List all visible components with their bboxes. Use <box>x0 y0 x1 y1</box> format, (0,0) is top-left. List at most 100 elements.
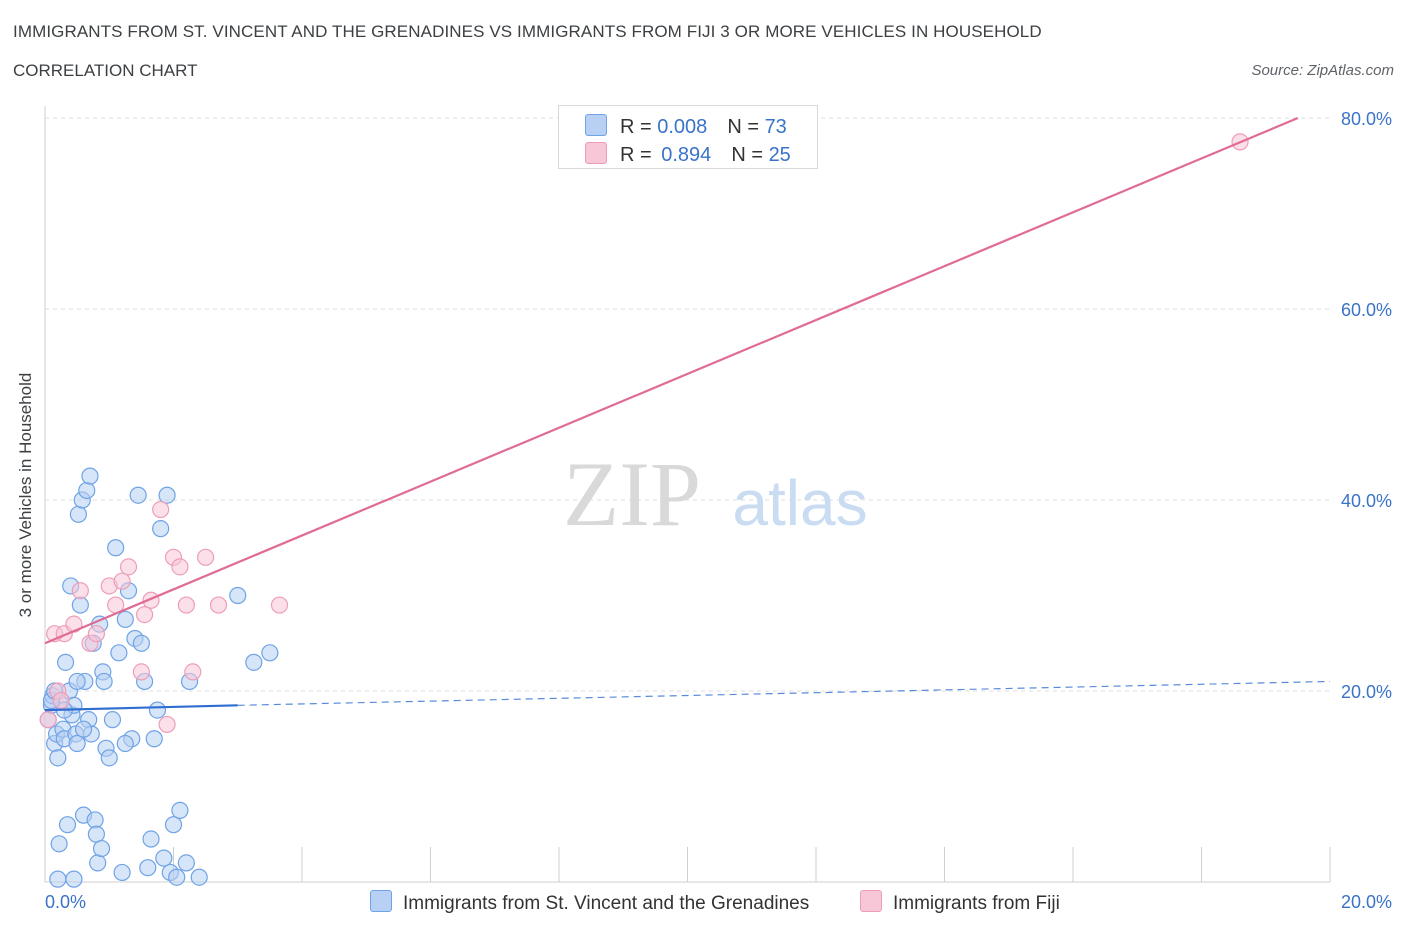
legend-n-label: N = <box>731 144 769 166</box>
stvincent-point <box>168 868 186 886</box>
legend-r-label: R = <box>620 144 658 166</box>
fiji-point <box>171 558 189 576</box>
stvincent-point <box>58 816 77 834</box>
watermark: ZIP atlas <box>563 443 868 545</box>
x-tick-label: 0.0% <box>45 892 86 912</box>
stvincent-point <box>95 672 113 691</box>
y-axis-label: 3 or more Vehicles in Household <box>16 372 35 618</box>
fiji-trend-line <box>44 116 1299 645</box>
bottom-legend-fiji[interactable]: Immigrants from Fiji <box>860 890 1060 915</box>
stvincent-point <box>142 830 160 848</box>
stvincent-point <box>261 644 279 662</box>
gridlines <box>45 117 1330 692</box>
stvincent-point <box>145 730 163 748</box>
series-stvincent-points <box>39 467 279 888</box>
legend-n-value: 25 <box>768 144 791 166</box>
stvincent-point <box>100 749 118 767</box>
stvincent-point <box>177 854 195 872</box>
stvincent-point <box>132 634 150 652</box>
stvincent-point <box>86 811 104 829</box>
stvincent-point <box>71 596 89 614</box>
fiji-point <box>132 663 150 681</box>
stvincent-point <box>139 859 157 877</box>
legend-row-fiji: R = 0.894 N = 25 <box>585 142 791 166</box>
legend-n-value: 73 <box>764 116 787 138</box>
stvincent-point <box>171 801 189 819</box>
stvincent-point <box>158 486 176 504</box>
trend-lines <box>44 116 1331 712</box>
legend-swatch-blue <box>585 114 607 136</box>
stvincent-point <box>129 486 147 504</box>
axes <box>44 106 1331 883</box>
fiji-point <box>113 572 131 590</box>
y-tick-label: 80.0% <box>1341 109 1392 129</box>
stvincent-point <box>68 672 86 691</box>
stvincent-point <box>110 644 128 662</box>
legend-r-label: R = <box>620 116 658 138</box>
stvincent-point <box>78 481 96 500</box>
fiji-point <box>197 548 215 566</box>
bottom-legend-stvincent[interactable]: Immigrants from St. Vincent and the Gren… <box>370 890 809 915</box>
fiji-point <box>71 582 89 600</box>
watermark-zip: ZIP <box>563 443 701 545</box>
stvincent-trend-line <box>44 704 238 712</box>
x-tick-label: 20.0% <box>1341 892 1392 912</box>
stvincent-point <box>50 835 68 853</box>
legend-box: R = 0.008 N = 73 R = 0.894 N = 25 <box>558 105 818 169</box>
stvincent-point <box>87 825 106 843</box>
fiji-point <box>119 558 138 576</box>
fiji-point <box>184 663 202 681</box>
stvincent-point <box>107 539 125 557</box>
stvincent-point <box>49 749 67 767</box>
chart-subtitle: CORRELATION CHART <box>13 61 198 80</box>
legend-r-value: 0.894 <box>661 144 712 166</box>
stvincent-point <box>116 734 134 753</box>
fiji-point <box>152 500 170 519</box>
stvincent-point <box>92 839 111 858</box>
stvincent-point <box>164 816 183 834</box>
fiji-point <box>158 715 176 734</box>
bottom-legend: Immigrants from St. Vincent and the Gren… <box>0 890 1406 916</box>
fiji-point <box>87 625 106 643</box>
stvincent-point <box>245 653 263 671</box>
watermark-atlas: atlas <box>732 467 867 539</box>
legend-swatch-blue <box>370 890 392 912</box>
stvincent-trend-line-dashed <box>237 680 1331 706</box>
fiji-point <box>177 596 195 614</box>
stvincent-point <box>152 520 170 538</box>
stvincent-point <box>68 734 86 753</box>
y-tick-label: 40.0% <box>1341 491 1392 511</box>
stvincent-point <box>69 505 88 523</box>
stvincent-point <box>190 868 208 886</box>
fiji-point <box>52 691 70 710</box>
fiji-point <box>135 605 154 624</box>
stvincent-point <box>103 711 122 729</box>
stvincent-point <box>56 653 75 671</box>
stvincent-point <box>116 610 134 628</box>
legend-series-name: Immigrants from St. Vincent and the Gren… <box>403 893 810 914</box>
fiji-point <box>270 596 289 614</box>
source-label: Source: ZipAtlas.com <box>1251 62 1394 79</box>
stvincent-point <box>81 467 99 485</box>
stvincent-point <box>113 863 131 882</box>
stvincent-point <box>49 870 67 888</box>
chart-title: IMMIGRANTS FROM ST. VINCENT AND THE GREN… <box>13 22 1042 41</box>
stvincent-point <box>155 849 173 867</box>
legend-series-name: Immigrants from Fiji <box>893 893 1060 914</box>
legend-swatch-pink <box>585 142 607 164</box>
stvincent-point <box>65 870 83 888</box>
y-tick-label: 60.0% <box>1341 300 1392 320</box>
legend-n-label: N = <box>727 116 765 138</box>
stvincent-point <box>229 586 247 605</box>
fiji-point <box>39 711 57 729</box>
series-fiji-points <box>39 133 1249 734</box>
stvincent-point <box>148 701 167 719</box>
stvincent-point <box>89 854 107 872</box>
y-tick-label: 20.0% <box>1341 682 1392 702</box>
legend-swatch-pink <box>860 890 882 912</box>
stvincent-point <box>74 720 93 738</box>
legend-r-value: 0.008 <box>657 116 708 138</box>
fiji-point <box>209 596 228 614</box>
legend-row-stvincent: R = 0.008 N = 73 <box>585 114 787 138</box>
